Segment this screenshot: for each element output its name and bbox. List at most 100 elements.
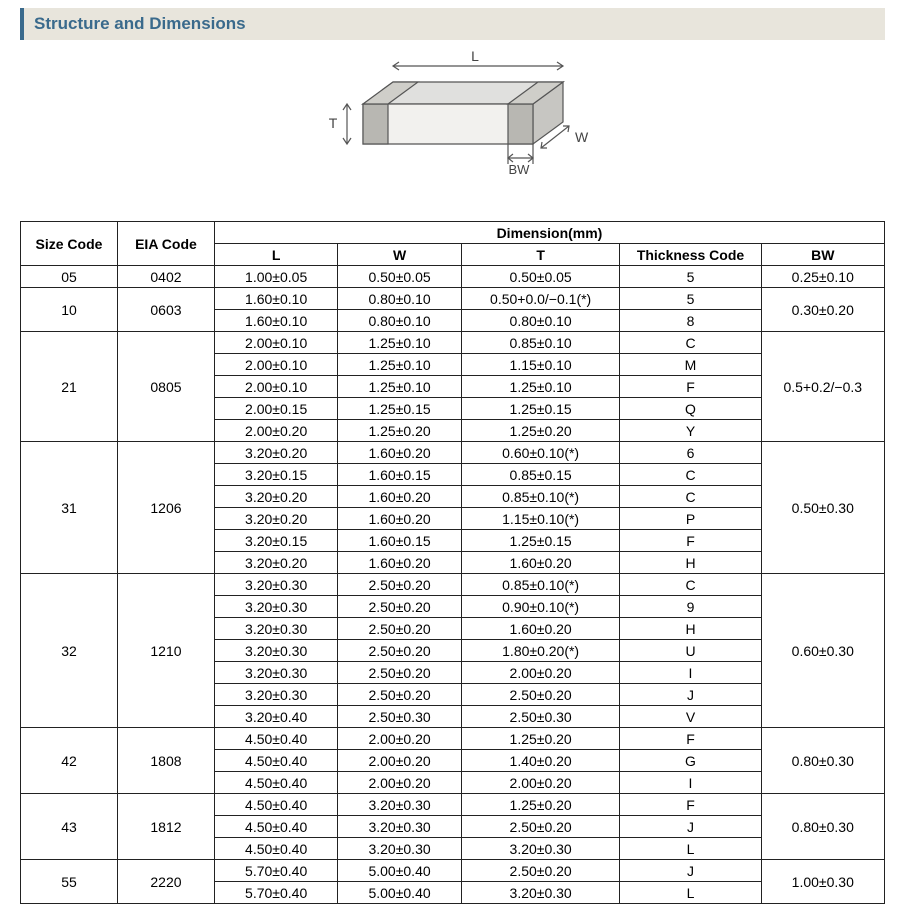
cell-l: 3.20±0.30 [214, 574, 337, 596]
cell-t: 1.25±0.15 [461, 398, 620, 420]
cell-w: 2.00±0.20 [338, 728, 461, 750]
table-row: 0504021.00±0.050.50±0.050.50±0.0550.25±0… [21, 266, 885, 288]
cell-bw: 0.80±0.30 [761, 728, 884, 794]
cell-bw: 0.50±0.30 [761, 442, 884, 574]
cell-bw: 0.30±0.20 [761, 288, 884, 332]
cell-tc: 5 [620, 288, 761, 310]
cell-tc: F [620, 376, 761, 398]
cell-l: 2.00±0.15 [214, 398, 337, 420]
cell-l: 4.50±0.40 [214, 794, 337, 816]
cell-w: 1.25±0.10 [338, 376, 461, 398]
cell-t: 1.15±0.10 [461, 354, 620, 376]
th-thickness-code: Thickness Code [620, 244, 761, 266]
cell-size-code: 43 [21, 794, 118, 860]
cell-l: 3.20±0.30 [214, 596, 337, 618]
th-t: T [461, 244, 620, 266]
cell-w: 2.50±0.20 [338, 640, 461, 662]
table-row: 3212103.20±0.302.50±0.200.85±0.10(*)C0.6… [21, 574, 885, 596]
cell-w: 1.60±0.20 [338, 486, 461, 508]
cell-tc: V [620, 706, 761, 728]
cell-l: 2.00±0.10 [214, 354, 337, 376]
cell-tc: I [620, 662, 761, 684]
cell-l: 2.00±0.10 [214, 376, 337, 398]
table-row: 2108052.00±0.101.25±0.100.85±0.10C0.5+0.… [21, 332, 885, 354]
cell-tc: F [620, 530, 761, 552]
cell-l: 3.20±0.20 [214, 486, 337, 508]
cell-eia-code: 1206 [117, 442, 214, 574]
cell-bw: 1.00±0.30 [761, 860, 884, 904]
th-eia-code: EIA Code [117, 222, 214, 266]
cell-tc: C [620, 332, 761, 354]
cell-t: 2.50±0.20 [461, 684, 620, 706]
cell-w: 1.25±0.10 [338, 354, 461, 376]
cell-l: 3.20±0.15 [214, 530, 337, 552]
cell-tc: C [620, 486, 761, 508]
cell-w: 1.25±0.15 [338, 398, 461, 420]
cell-t: 0.60±0.10(*) [461, 442, 620, 464]
cell-tc: I [620, 772, 761, 794]
cell-l: 3.20±0.20 [214, 442, 337, 464]
cell-l: 4.50±0.40 [214, 728, 337, 750]
diagram-label-w: W [575, 129, 589, 145]
cell-w: 1.60±0.20 [338, 552, 461, 574]
dimensions-table: Size Code EIA Code Dimension(mm) L W T T… [20, 221, 885, 904]
cell-t: 2.00±0.20 [461, 772, 620, 794]
cell-w: 2.50±0.20 [338, 662, 461, 684]
section-title: Structure and Dimensions [34, 14, 246, 33]
cell-eia-code: 1808 [117, 728, 214, 794]
cell-t: 1.25±0.20 [461, 420, 620, 442]
cell-tc: J [620, 860, 761, 882]
th-w: W [338, 244, 461, 266]
cell-size-code: 05 [21, 266, 118, 288]
cell-l: 1.60±0.10 [214, 310, 337, 332]
cell-l: 3.20±0.30 [214, 662, 337, 684]
cell-w: 1.25±0.10 [338, 332, 461, 354]
cell-tc: 5 [620, 266, 761, 288]
cell-tc: Q [620, 398, 761, 420]
cell-t: 0.85±0.10(*) [461, 574, 620, 596]
cell-w: 2.50±0.30 [338, 706, 461, 728]
diagram-label-bw: BW [508, 162, 530, 177]
th-l: L [214, 244, 337, 266]
cell-eia-code: 2220 [117, 860, 214, 904]
cell-t: 1.80±0.20(*) [461, 640, 620, 662]
th-dimension-group: Dimension(mm) [214, 222, 884, 244]
cell-w: 1.60±0.15 [338, 530, 461, 552]
cell-t: 2.50±0.30 [461, 706, 620, 728]
cell-w: 3.20±0.30 [338, 838, 461, 860]
cell-w: 2.50±0.20 [338, 574, 461, 596]
cell-l: 2.00±0.10 [214, 332, 337, 354]
table-row: 5522205.70±0.405.00±0.402.50±0.20J1.00±0… [21, 860, 885, 882]
cell-eia-code: 1812 [117, 794, 214, 860]
cell-w: 0.80±0.10 [338, 310, 461, 332]
table-row: 1006031.60±0.100.80±0.100.50+0.0/−0.1(*)… [21, 288, 885, 310]
cell-t: 2.50±0.20 [461, 816, 620, 838]
cell-size-code: 31 [21, 442, 118, 574]
cell-t: 1.25±0.20 [461, 794, 620, 816]
cell-tc: J [620, 684, 761, 706]
cell-tc: U [620, 640, 761, 662]
cell-t: 2.00±0.20 [461, 662, 620, 684]
table-row: 4218084.50±0.402.00±0.201.25±0.20F0.80±0… [21, 728, 885, 750]
cell-bw: 0.25±0.10 [761, 266, 884, 288]
cell-w: 0.80±0.10 [338, 288, 461, 310]
cell-tc: C [620, 574, 761, 596]
cell-bw: 0.80±0.30 [761, 794, 884, 860]
cell-eia-code: 0402 [117, 266, 214, 288]
cell-size-code: 55 [21, 860, 118, 904]
cell-w: 5.00±0.40 [338, 882, 461, 904]
cell-w: 2.50±0.20 [338, 684, 461, 706]
cell-t: 0.85±0.15 [461, 464, 620, 486]
cell-w: 2.00±0.20 [338, 750, 461, 772]
cell-t: 1.25±0.15 [461, 530, 620, 552]
cell-t: 0.85±0.10 [461, 332, 620, 354]
cell-l: 1.60±0.10 [214, 288, 337, 310]
cell-l: 5.70±0.40 [214, 882, 337, 904]
cell-l: 4.50±0.40 [214, 750, 337, 772]
cell-tc: L [620, 838, 761, 860]
cell-t: 3.20±0.30 [461, 838, 620, 860]
cell-size-code: 32 [21, 574, 118, 728]
cell-t: 0.90±0.10(*) [461, 596, 620, 618]
cell-l: 3.20±0.20 [214, 552, 337, 574]
cell-l: 2.00±0.20 [214, 420, 337, 442]
